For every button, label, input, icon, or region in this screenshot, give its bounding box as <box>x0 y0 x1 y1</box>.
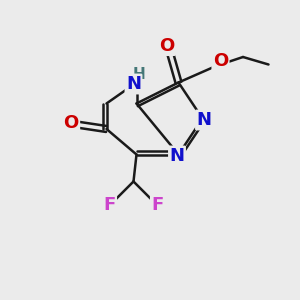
Text: O: O <box>64 114 79 132</box>
Text: F: F <box>152 196 164 214</box>
Text: F: F <box>103 196 116 214</box>
Text: N: N <box>196 111 211 129</box>
Text: O: O <box>159 37 174 55</box>
Text: N: N <box>126 75 141 93</box>
Text: N: N <box>169 147 184 165</box>
Text: O: O <box>213 52 228 70</box>
Text: H: H <box>133 67 146 82</box>
